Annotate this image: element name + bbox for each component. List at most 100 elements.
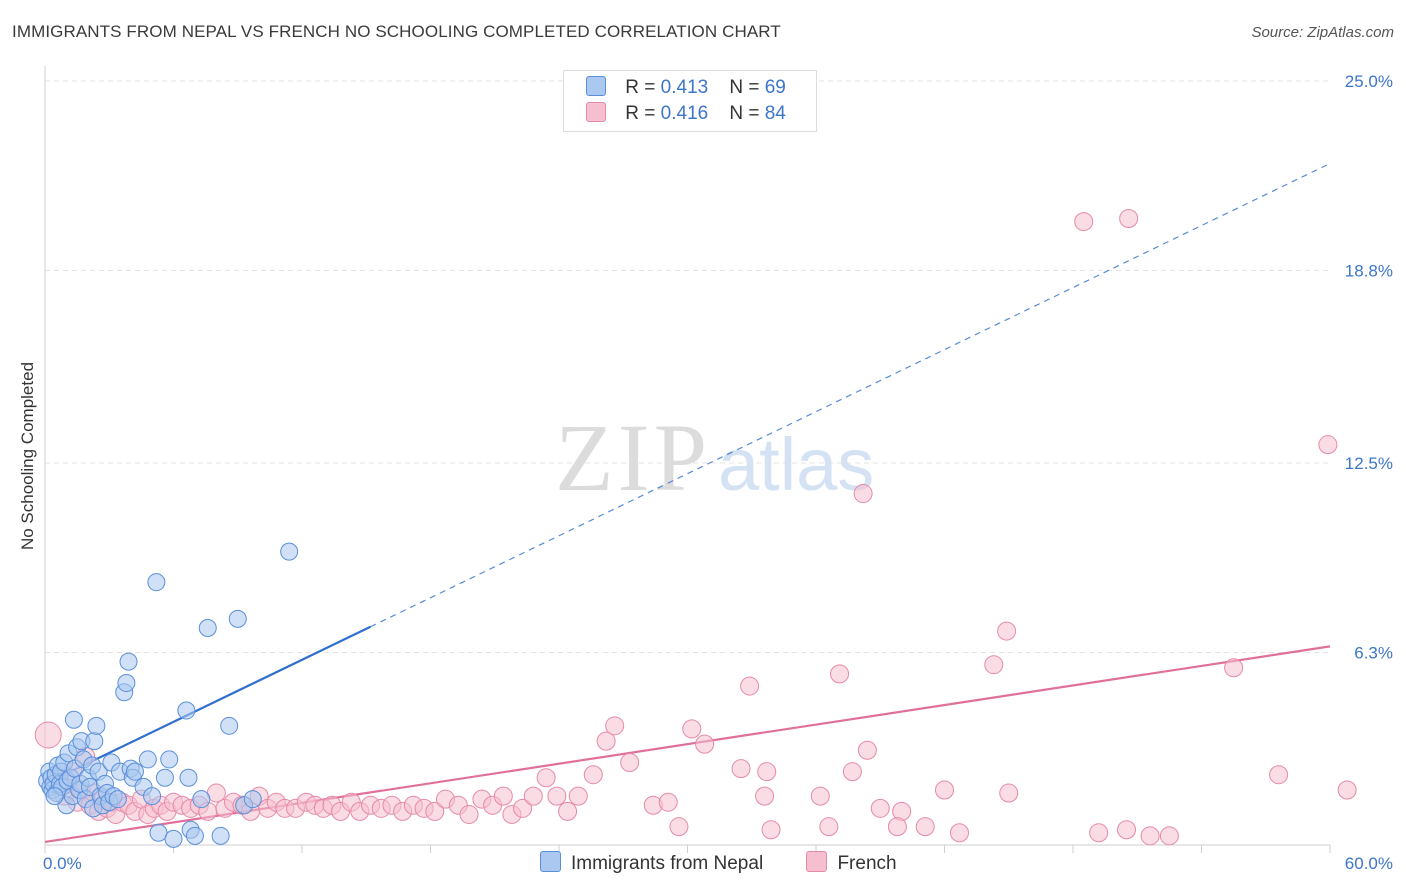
nepal-point bbox=[220, 716, 239, 735]
french-point bbox=[1318, 435, 1338, 455]
nepal-point bbox=[192, 790, 211, 809]
nepal-point bbox=[117, 674, 136, 693]
nepal-point bbox=[119, 652, 138, 671]
french-point bbox=[1269, 765, 1289, 785]
french-point bbox=[810, 786, 830, 806]
nepal-point bbox=[143, 787, 162, 806]
nepal-point bbox=[87, 716, 106, 735]
french-point bbox=[1074, 212, 1094, 232]
french-r-value: 0.416 bbox=[660, 103, 709, 124]
nepal-r-label: R = bbox=[625, 77, 661, 98]
french-point bbox=[1224, 658, 1244, 678]
french-point bbox=[583, 765, 603, 785]
nepal-n-label: N = bbox=[729, 77, 765, 98]
nepal-point bbox=[160, 750, 179, 769]
nepal-point bbox=[147, 573, 166, 592]
nepal-points bbox=[38, 542, 299, 848]
french-point bbox=[740, 676, 760, 696]
nepal-point bbox=[85, 732, 104, 751]
french-point bbox=[1159, 826, 1179, 846]
french-point bbox=[620, 752, 640, 772]
french-point bbox=[459, 804, 479, 824]
french-point bbox=[984, 655, 1004, 675]
french-point bbox=[1089, 823, 1109, 843]
y-axis-label: No Schooling Completed bbox=[18, 362, 37, 550]
french-point bbox=[1337, 780, 1357, 800]
french-point bbox=[558, 801, 578, 821]
french-point bbox=[819, 817, 839, 837]
legend-row-french: R = 0.416 N = 84 bbox=[586, 102, 786, 126]
watermark: ZIP atlas bbox=[555, 404, 874, 511]
french-point bbox=[682, 719, 702, 739]
french-point bbox=[1140, 826, 1160, 846]
watermark-zip: ZIP bbox=[555, 404, 711, 511]
nepal-n-value: 69 bbox=[764, 77, 786, 98]
french-point bbox=[830, 664, 850, 684]
nepal-trend-solid bbox=[44, 625, 372, 785]
axes bbox=[44, 66, 1331, 853]
french-point bbox=[658, 792, 678, 812]
french-point bbox=[605, 716, 625, 736]
french-point bbox=[669, 817, 689, 837]
french-point bbox=[547, 786, 567, 806]
nepal-point bbox=[138, 750, 157, 769]
french-point bbox=[425, 801, 445, 821]
nepal-point bbox=[177, 701, 196, 720]
french-points bbox=[34, 209, 1357, 846]
french-point bbox=[935, 780, 954, 800]
legend-stats: R = 0.413 N = 69 R = 0.416 N = 84 bbox=[563, 70, 817, 132]
french-point bbox=[568, 786, 588, 806]
nepal-r-value: 0.413 bbox=[660, 77, 709, 98]
french-point bbox=[857, 740, 877, 760]
legend-row-nepal: R = 0.413 N = 69 bbox=[586, 76, 786, 100]
french-legend-swatch bbox=[806, 851, 828, 872]
french-r-label: R = bbox=[625, 103, 661, 124]
source-label: Source: ZipAtlas.com bbox=[1251, 24, 1394, 41]
french-n-value: 84 bbox=[764, 103, 786, 124]
nepal-point bbox=[108, 790, 127, 809]
french-point bbox=[999, 783, 1019, 803]
y-tick-label: 18.8% bbox=[1345, 261, 1393, 280]
nepal-point bbox=[179, 768, 198, 787]
french-point bbox=[523, 786, 543, 806]
legend-series: Immigrants from Nepal French bbox=[540, 851, 935, 875]
grid-lines bbox=[45, 80, 1330, 653]
french-point bbox=[34, 721, 62, 749]
french-point bbox=[755, 786, 775, 806]
nepal-point bbox=[125, 762, 144, 781]
nepal-point bbox=[211, 826, 230, 845]
x-tick-label-min: 0.0% bbox=[43, 854, 82, 873]
y-tick-label: 12.5% bbox=[1345, 454, 1393, 473]
french-point bbox=[695, 734, 715, 754]
nepal-point bbox=[280, 542, 299, 561]
french-point bbox=[536, 768, 556, 788]
french-swatch bbox=[586, 102, 606, 122]
nepal-swatch bbox=[586, 76, 606, 96]
y-tick-label: 25.0% bbox=[1345, 72, 1393, 91]
french-point bbox=[596, 731, 616, 751]
nepal-legend-swatch bbox=[540, 851, 561, 872]
x-tick-label-max: 60.0% bbox=[1345, 854, 1393, 873]
french-point bbox=[842, 762, 862, 782]
french-point bbox=[870, 798, 890, 818]
french-point bbox=[761, 820, 781, 840]
nepal-point bbox=[228, 609, 247, 628]
nepal-point bbox=[45, 787, 64, 806]
legend-item-french: French bbox=[806, 851, 897, 875]
french-n-label: N = bbox=[729, 103, 765, 124]
nepal-point bbox=[164, 829, 183, 848]
french-point bbox=[915, 817, 935, 837]
nepal-point bbox=[198, 619, 217, 638]
nepal-point bbox=[149, 823, 168, 842]
french-point bbox=[949, 823, 969, 843]
nepal-point bbox=[64, 710, 83, 729]
french-legend-label: French bbox=[837, 853, 897, 874]
watermark-atlas: atlas bbox=[718, 423, 874, 506]
chart-title: IMMIGRANTS FROM NEPAL VS FRENCH NO SCHOO… bbox=[12, 22, 781, 41]
nepal-point bbox=[155, 768, 174, 787]
french-point bbox=[887, 817, 907, 837]
nepal-trend-dashed bbox=[370, 162, 1331, 628]
legend-item-nepal: Immigrants from Nepal bbox=[540, 851, 763, 875]
french-point bbox=[853, 484, 873, 504]
